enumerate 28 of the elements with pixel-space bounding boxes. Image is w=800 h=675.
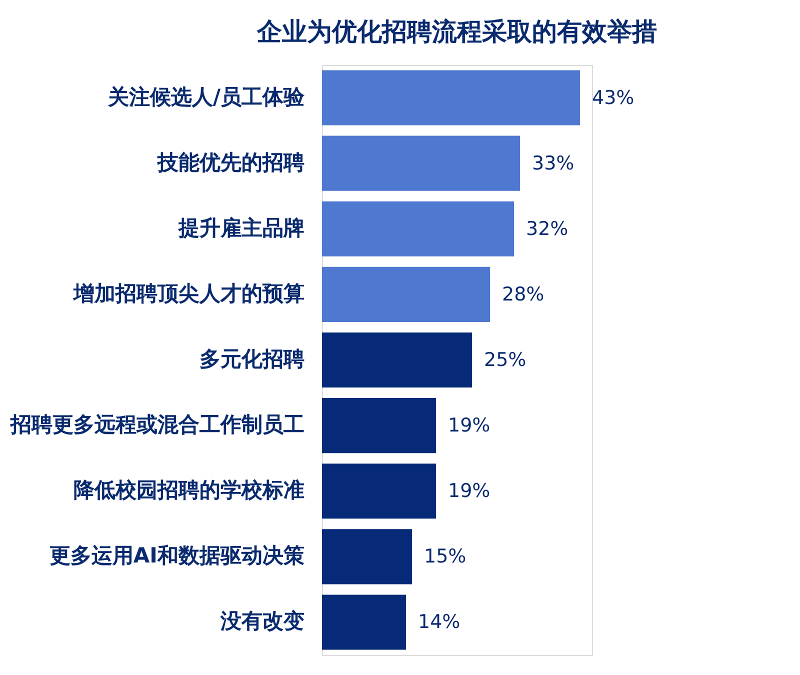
data-label: 19%	[448, 414, 490, 437]
y-tick-label: 没有改变	[220, 609, 304, 634]
bar	[322, 201, 514, 256]
data-label: 25%	[484, 349, 526, 371]
y-tick-label: 多元化招聘	[200, 347, 304, 371]
y-tick-label: 招聘更多远程或混合工作制员工	[10, 412, 304, 437]
y-tick-label: 增加招聘顶尖人才的预算	[72, 281, 304, 306]
data-label: 28%	[502, 283, 544, 306]
y-tick-label: 更多运用AI和数据驱动决策	[49, 544, 304, 568]
bar	[322, 464, 436, 519]
data-label: 15%	[424, 546, 466, 568]
data-label: 33%	[532, 152, 574, 174]
y-tick-label: 提升雇主品牌	[178, 216, 304, 240]
chart-title: 企业为优化招聘流程采取的有效举措	[256, 17, 657, 46]
bar	[322, 529, 412, 584]
data-label: 14%	[418, 611, 460, 634]
bar	[322, 266, 490, 322]
y-tick-label: 技能优先的招聘	[156, 150, 304, 174]
bar	[322, 70, 580, 126]
y-tick-label: 关注候选人/员工体验	[106, 84, 306, 109]
data-label: 43%	[592, 86, 634, 109]
data-label: 32%	[526, 218, 568, 240]
data-label: 19%	[448, 480, 490, 502]
bar	[322, 594, 406, 650]
y-tick-label: 降低校园招聘的学校标准	[74, 478, 304, 502]
bar	[322, 332, 472, 388]
bar	[322, 136, 520, 191]
bar	[322, 398, 436, 454]
